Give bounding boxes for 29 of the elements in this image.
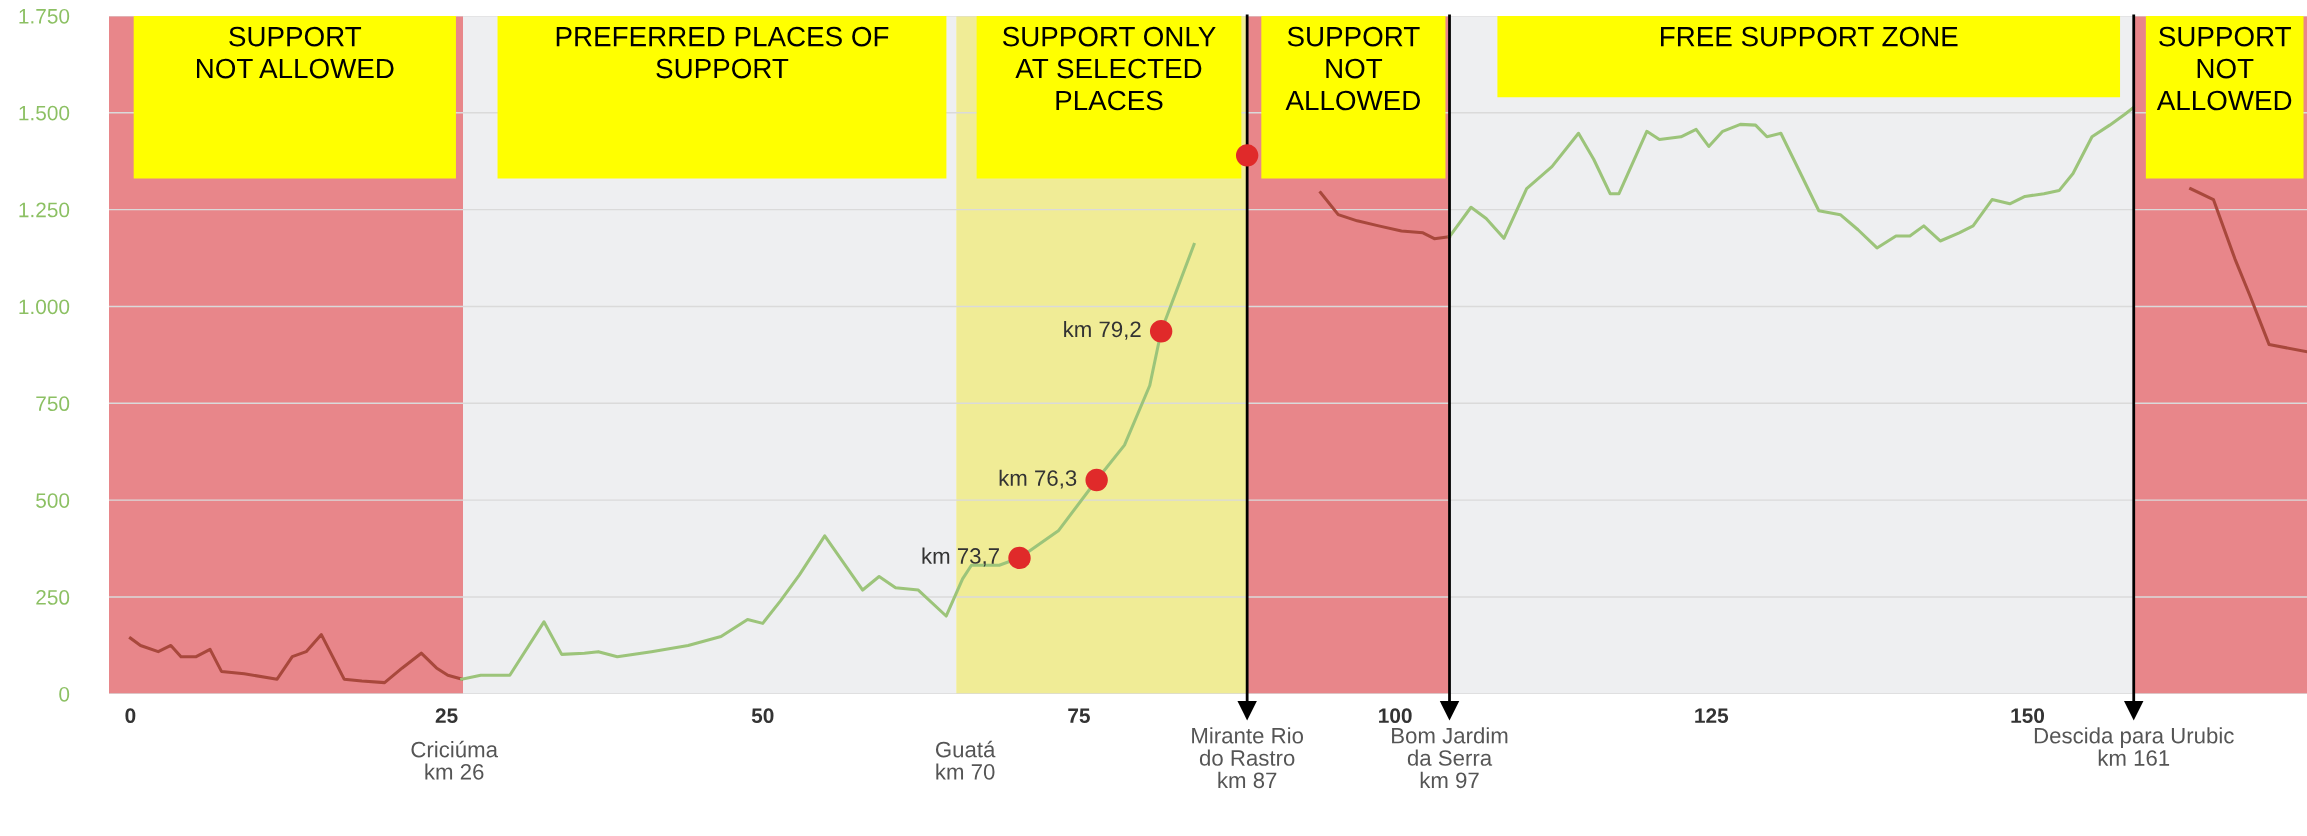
x-tick-label: 150	[2011, 708, 2045, 724]
y-tick-label: 1.250	[19, 202, 70, 218]
band-label: PREFERRED PLACES OF SUPPORT	[556, 26, 889, 79]
ref-line-label: Bom Jardim da Serra km 97	[1392, 727, 1508, 789]
band-label: SUPPORT NOT ALLOWED	[2156, 26, 2292, 111]
band-label: SUPPORT NOT ALLOWED	[197, 26, 394, 79]
band-label: FREE SUPPORT ZONE	[1661, 26, 1958, 47]
band-label: SUPPORT NOT ALLOWED	[1285, 26, 1420, 111]
y-tick-label: 750	[36, 396, 70, 412]
y-tick-label: 500	[36, 493, 70, 508]
x-tick-label: 50	[751, 708, 774, 724]
x-tick-label: 100	[1379, 708, 1412, 724]
ref-line-label: Descida para Urubic km 161	[2034, 727, 2234, 766]
annotation: Criciúma km 26	[411, 740, 498, 780]
y-tick-label: 0	[59, 686, 70, 702]
y-tick-label: 1.500	[19, 105, 70, 121]
x-tick-label: 125	[1695, 708, 1729, 724]
band-label: SUPPORT ONLY AT SELECTED PLACES	[1002, 26, 1216, 111]
x-tick-label: 0	[125, 708, 136, 724]
data-label: km 76,3	[999, 469, 1077, 489]
y-tick-label: 1.000	[19, 299, 70, 315]
x-tick-label: 25	[435, 708, 458, 724]
y-tick-label: 1.750	[19, 8, 70, 24]
x-tick-label: 75	[1068, 708, 1090, 724]
ref-line-label: Mirante Rio do Rastro km 87	[1192, 727, 1304, 789]
data-label: km 79,2	[1064, 320, 1141, 340]
data-label: km 73,7	[922, 547, 999, 567]
annotation: Guatá km 70	[935, 740, 996, 780]
y-tick-label: 250	[36, 590, 70, 605]
